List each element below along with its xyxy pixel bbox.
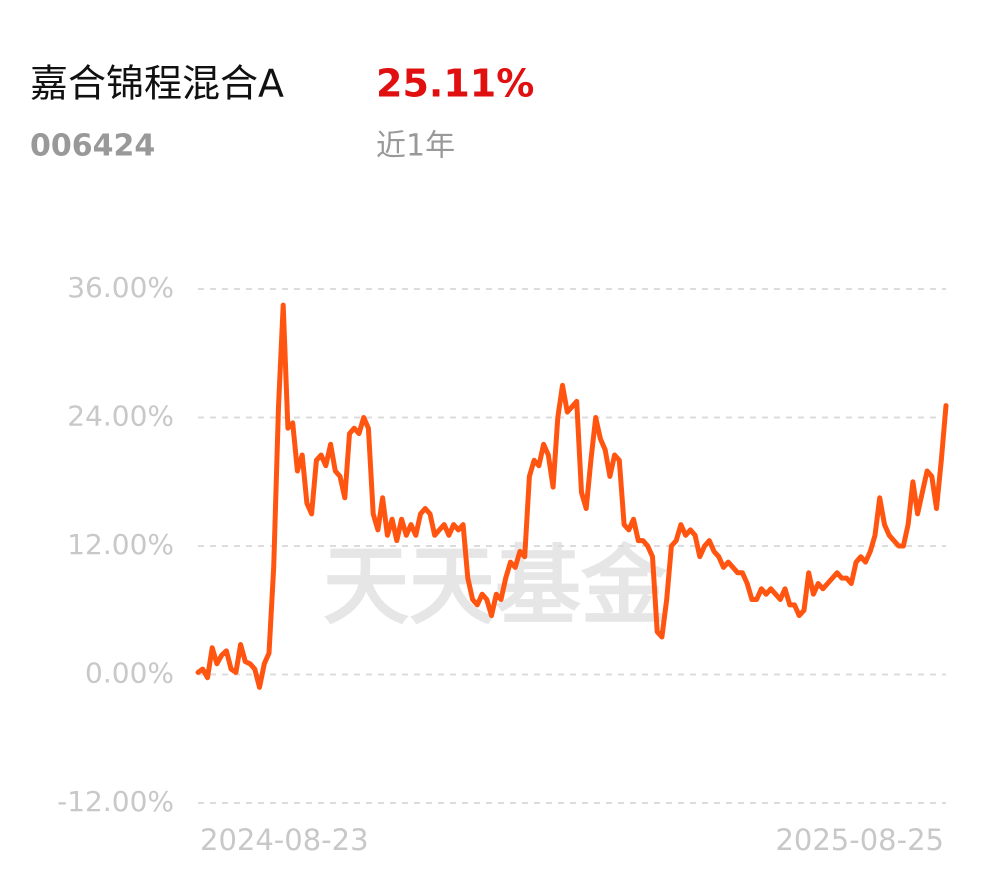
x-tick-label: 2024-08-23	[200, 823, 369, 857]
x-tick-label: 2025-08-25	[775, 823, 944, 857]
y-tick-label: 36.00%	[67, 271, 174, 304]
y-tick-label: -12.00%	[57, 785, 174, 818]
watermark: 天天基金	[323, 536, 668, 636]
y-tick-label: 0.00%	[85, 657, 174, 690]
return: 25.11%	[376, 62, 534, 106]
fund-name: 嘉合锦程混合A	[30, 62, 284, 106]
y-tick-label: 12.00%	[67, 528, 174, 561]
fund-code: 006424	[30, 129, 155, 164]
y-tick-label: 24.00%	[67, 400, 174, 433]
line	[195, 302, 949, 690]
period: 近1年	[376, 129, 455, 164]
